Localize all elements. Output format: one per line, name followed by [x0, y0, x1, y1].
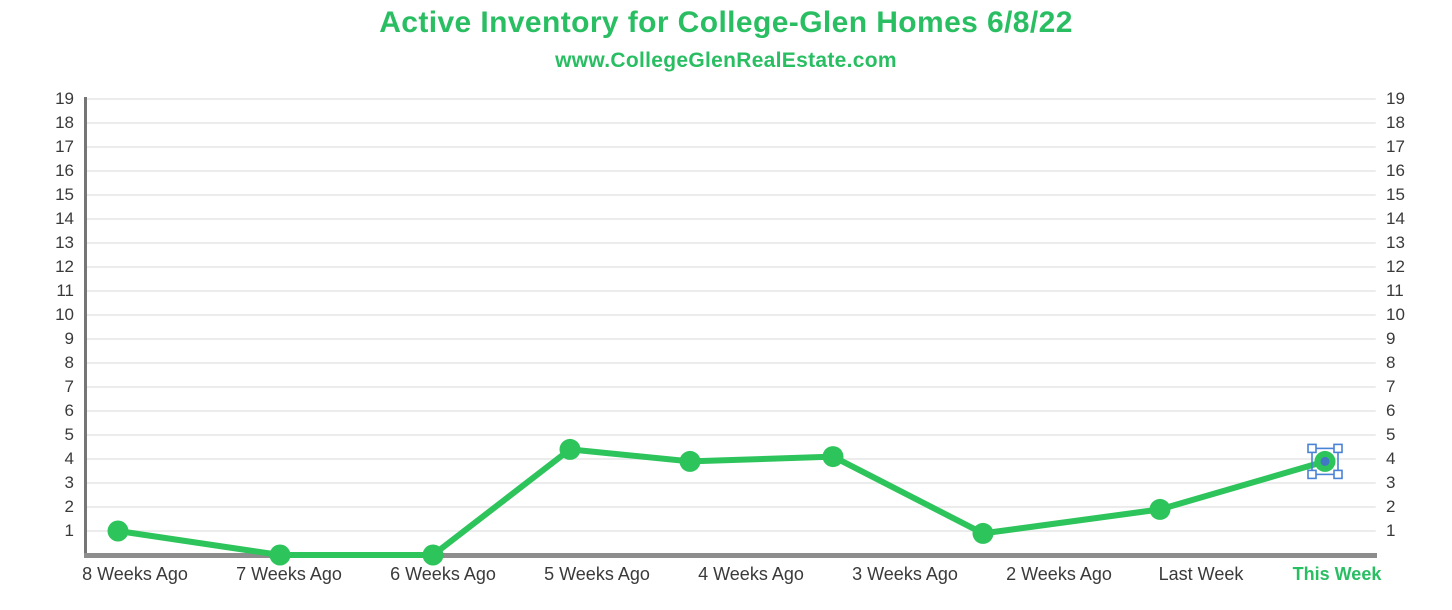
selection-handle[interactable] — [1307, 443, 1317, 454]
chart-title: Active Inventory for College-Glen Homes … — [379, 6, 1073, 39]
x-axis-label: 8 Weeks Ago — [82, 564, 188, 584]
y-axis-tick-label-left: 8 — [64, 353, 74, 372]
data-point[interactable] — [422, 544, 444, 566]
y-axis-tick-label-right: 5 — [1386, 425, 1396, 444]
selection-handle[interactable] — [1333, 469, 1343, 480]
y-axis-tick-label-right: 11 — [1386, 281, 1404, 300]
y-axis-tick-label-left: 9 — [64, 329, 74, 348]
y-axis-tick-label-left: 18 — [55, 113, 74, 132]
selection-box[interactable] — [1311, 447, 1339, 476]
y-axis-tick-label-left: 5 — [64, 425, 74, 444]
y-axis-line — [84, 97, 87, 558]
y-axis-tick-label-right: 12 — [1386, 257, 1405, 276]
y-axis-tick-label-right: 1 — [1386, 521, 1396, 540]
selection-handle[interactable] — [1307, 469, 1317, 480]
data-point[interactable] — [822, 446, 844, 468]
y-axis-tick-label-right: 9 — [1386, 329, 1396, 348]
y-axis-tick-label-right: 7 — [1386, 377, 1396, 396]
y-axis-tick-label-right: 2 — [1386, 497, 1396, 516]
y-axis-tick-label-left: 11 — [56, 281, 74, 300]
y-axis-tick-label-left: 3 — [64, 473, 74, 492]
y-axis-tick-label-right: 19 — [1386, 89, 1405, 108]
data-point[interactable] — [269, 544, 291, 566]
x-axis-label: Last Week — [1158, 564, 1244, 584]
data-point[interactable] — [107, 520, 129, 542]
y-axis-tick-label-left: 17 — [55, 137, 74, 156]
x-axis-label: 5 Weeks Ago — [544, 564, 650, 584]
x-axis-label: 3 Weeks Ago — [852, 564, 958, 584]
chart-subtitle: www.CollegeGlenRealEstate.com — [555, 49, 897, 72]
data-point[interactable] — [972, 522, 994, 544]
y-axis-tick-label-left: 13 — [55, 233, 74, 252]
y-axis-tick-label-left: 12 — [55, 257, 74, 276]
data-point[interactable] — [559, 438, 581, 460]
x-axis-label: This Week — [1292, 564, 1382, 584]
y-axis-tick-label-left: 2 — [64, 497, 74, 516]
y-axis-tick-label-right: 14 — [1386, 209, 1405, 228]
y-axis-tick-label-left: 14 — [55, 209, 74, 228]
data-point[interactable] — [679, 450, 701, 472]
y-axis-tick-label-right: 4 — [1386, 449, 1396, 468]
y-axis-tick-label-left: 16 — [55, 161, 74, 180]
x-axis-label: 6 Weeks Ago — [390, 564, 496, 584]
y-axis-tick-label-left: 15 — [55, 185, 74, 204]
y-axis-tick-label-left: 4 — [64, 449, 74, 468]
y-axis-tick-label-right: 16 — [1386, 161, 1405, 180]
y-axis-tick-label-right: 15 — [1386, 185, 1405, 204]
y-axis-tick-label-right: 10 — [1386, 305, 1405, 324]
x-axis-label: 7 Weeks Ago — [236, 564, 342, 584]
y-axis-tick-label-right: 6 — [1386, 401, 1396, 420]
y-axis-tick-label-right: 3 — [1386, 473, 1396, 492]
x-axis-label: 2 Weeks Ago — [1006, 564, 1112, 584]
selected-point-dot[interactable] — [1320, 456, 1330, 466]
y-axis-tick-label-right: 13 — [1386, 233, 1405, 252]
y-axis-tick-label-right: 8 — [1386, 353, 1396, 372]
y-axis-tick-label-left: 6 — [64, 401, 74, 420]
y-axis-tick-label-left: 7 — [64, 377, 74, 396]
x-axis-line — [84, 553, 1377, 558]
series-line — [115, 446, 1328, 558]
x-axis-label: 4 Weeks Ago — [698, 564, 804, 584]
y-axis-tick-label-right: 18 — [1386, 113, 1405, 132]
y-axis-tick-label-left: 10 — [55, 305, 74, 324]
y-axis-tick-label-right: 17 — [1386, 137, 1405, 156]
selection-handle[interactable] — [1333, 443, 1343, 454]
y-axis-tick-label-left: 1 — [64, 521, 74, 540]
data-point[interactable] — [1149, 498, 1171, 520]
y-axis-tick-label-left: 19 — [55, 89, 74, 108]
